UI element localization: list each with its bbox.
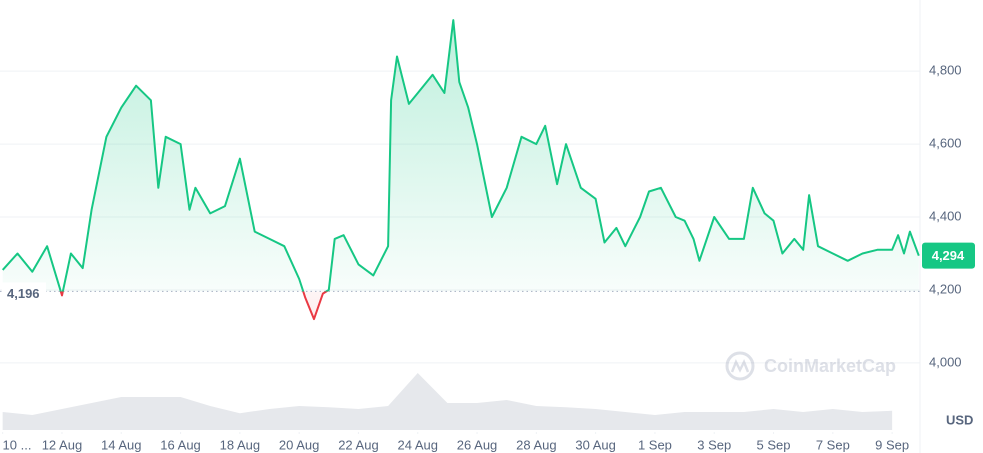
y-tick-label: 4,000	[929, 354, 962, 369]
x-tick-label: 30 Aug	[575, 437, 616, 452]
watermark: CoinMarketCap	[725, 351, 896, 381]
last-price-label: 4,294	[932, 248, 965, 263]
x-tick-label: 7 Sep	[816, 437, 850, 452]
x-tick-label: 16 Aug	[160, 437, 201, 452]
x-tick-label: 18 Aug	[220, 437, 261, 452]
x-tick-label: 22 Aug	[338, 437, 379, 452]
x-tick-label: 26 Aug	[457, 437, 498, 452]
price-area	[2, 20, 919, 320]
y-tick-label: 4,600	[929, 136, 962, 151]
watermark-text: CoinMarketCap	[764, 356, 896, 376]
x-tick-label: 12 Aug	[42, 437, 83, 452]
x-tick-label: 20 Aug	[279, 437, 320, 452]
baseline-label: 4,196	[7, 286, 40, 301]
y-axis-label: USD	[946, 412, 973, 427]
x-tick-label: 3 Sep	[697, 437, 731, 452]
price-line	[1, 19, 920, 321]
x-tick-label: 24 Aug	[398, 437, 439, 452]
y-tick-label: 4,200	[929, 281, 962, 296]
x-tick-label: 1 Sep	[638, 437, 672, 452]
x-tick-label: 28 Aug	[516, 437, 557, 452]
x-tick-label: 9 Sep	[875, 437, 909, 452]
y-tick-label: 4,400	[929, 208, 962, 223]
last-price-box	[922, 242, 975, 269]
baseline-label-bg	[2, 282, 46, 299]
x-tick-label: 14 Aug	[101, 437, 142, 452]
x-tick-label: 5 Sep	[757, 437, 791, 452]
volume-area	[2, 373, 893, 430]
y-tick-label: 4,800	[929, 63, 962, 78]
x-tick-label: 10 ...	[3, 437, 32, 452]
